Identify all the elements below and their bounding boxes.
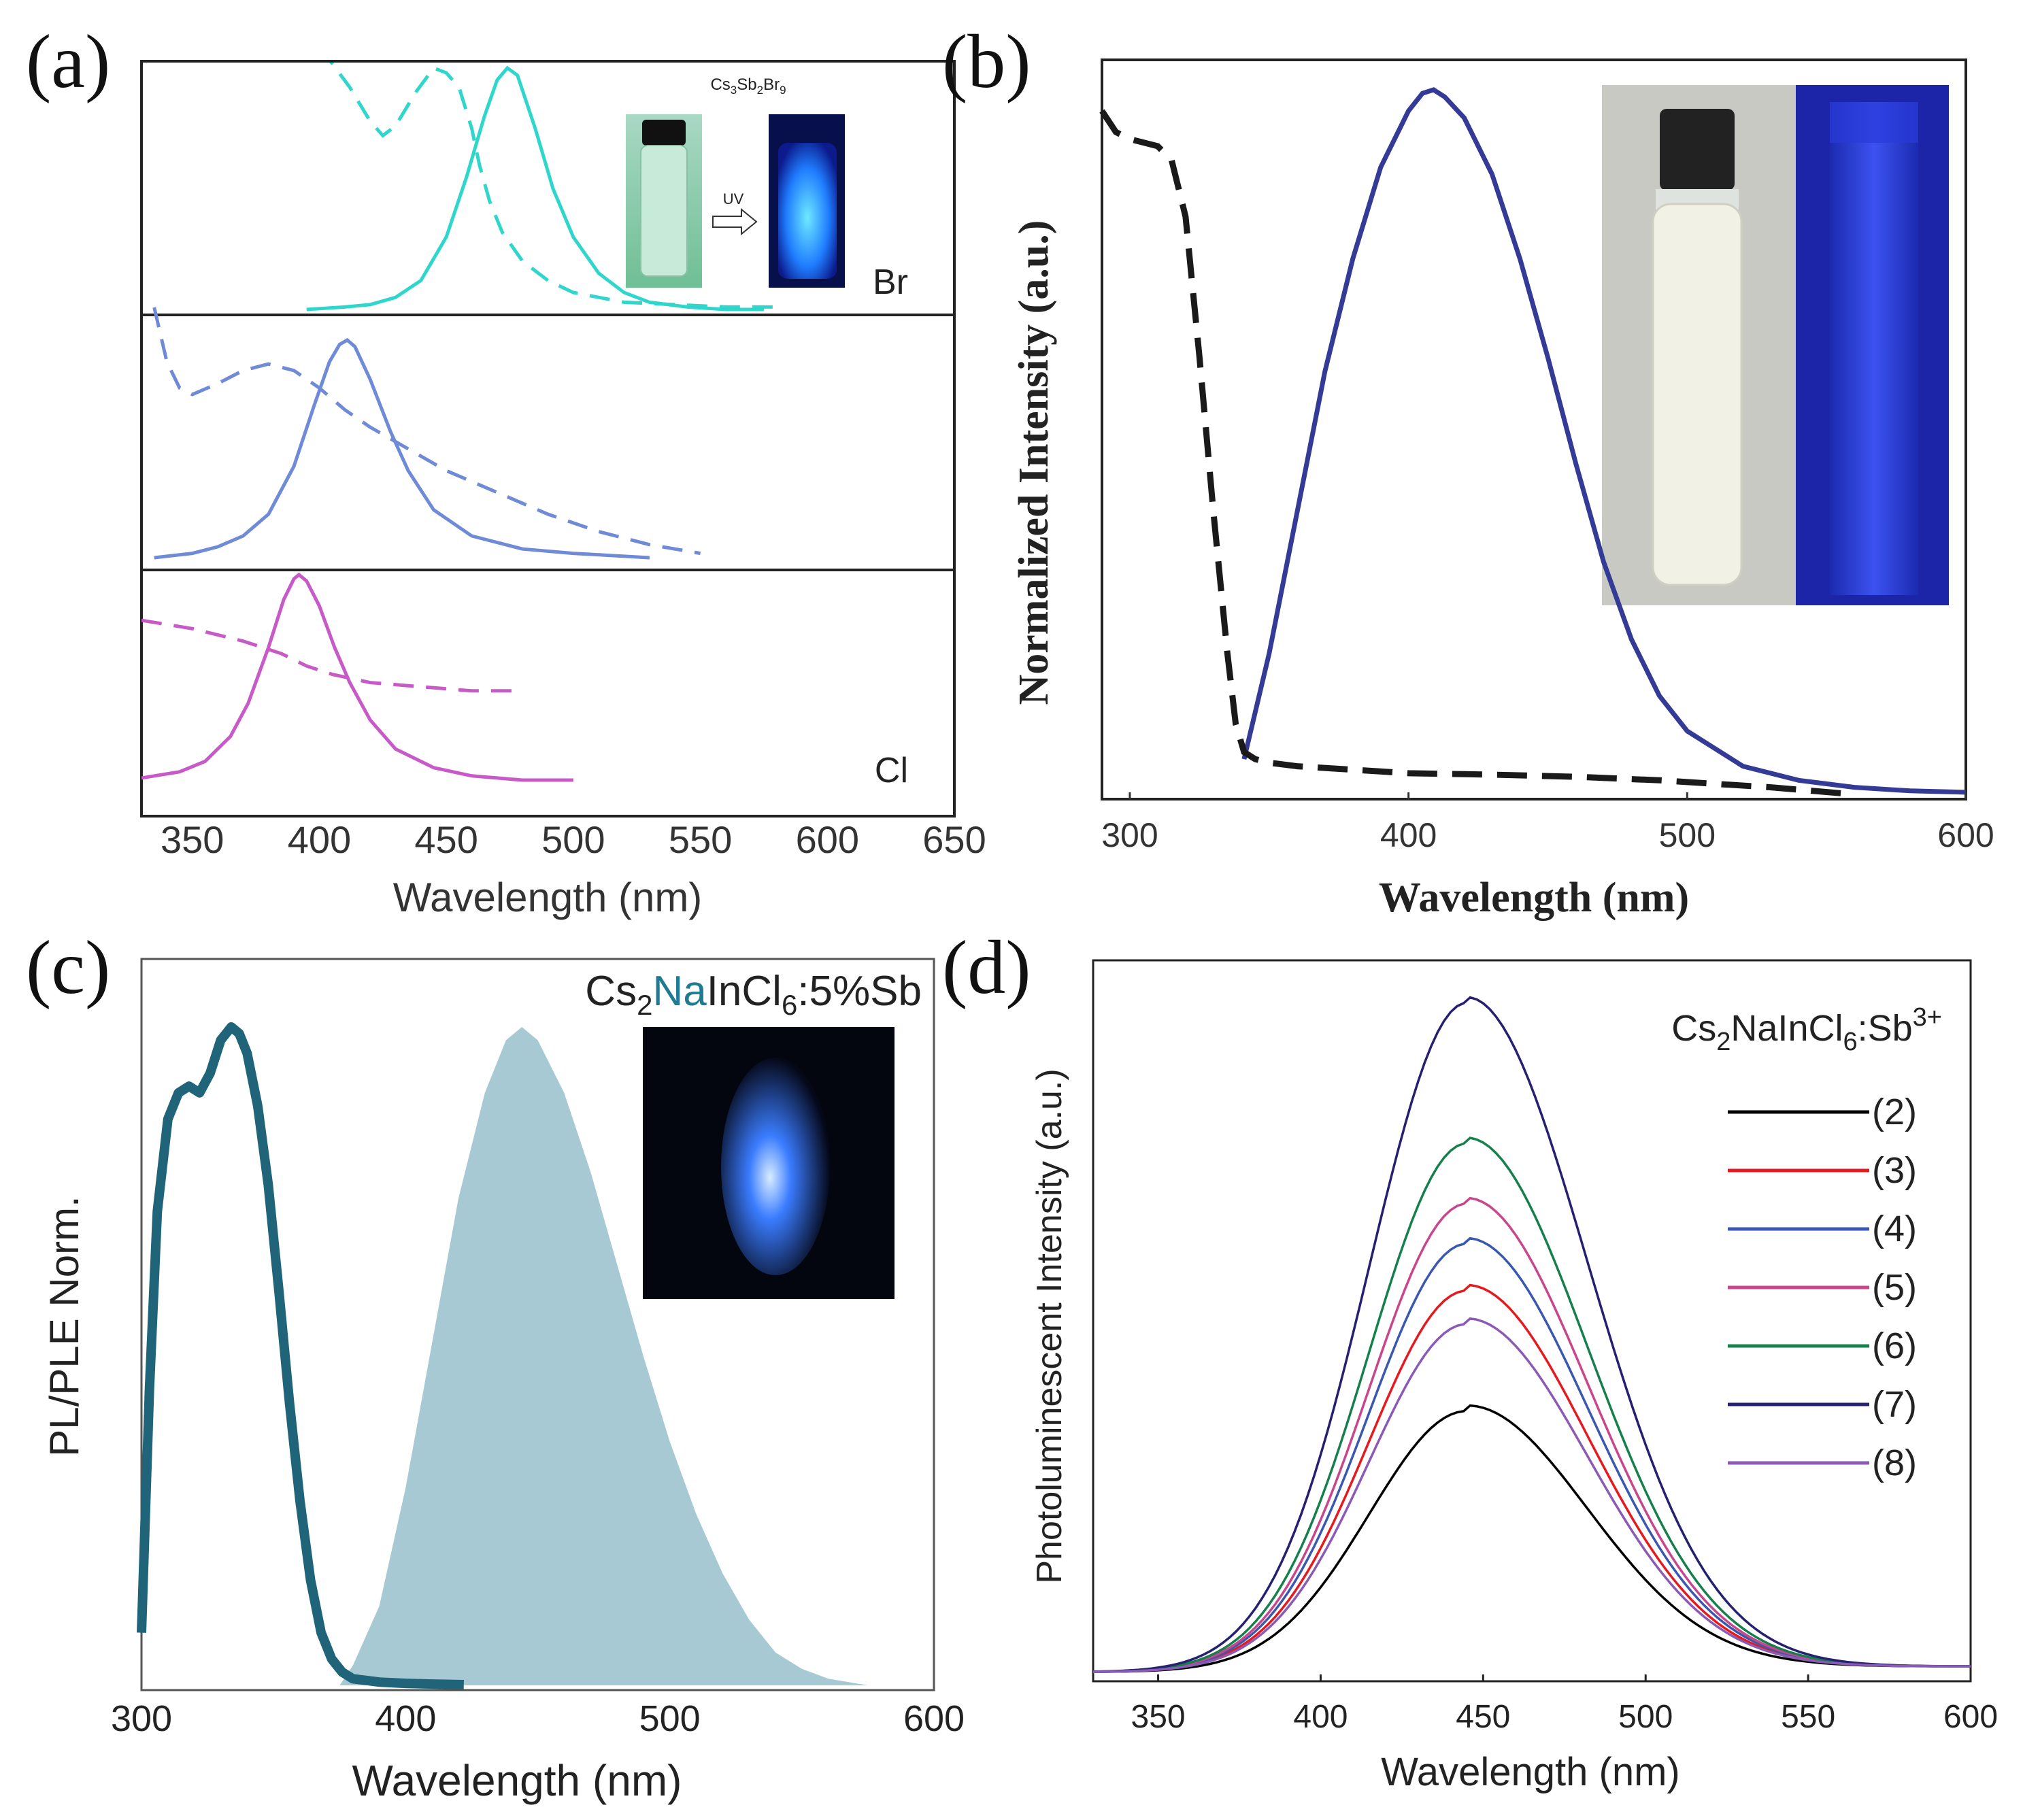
inset-cuvette xyxy=(1830,102,1918,595)
panel-b-ticks: 300 400 500 600 xyxy=(1101,792,1994,854)
panel-b-xlabel: Wavelength (nm) xyxy=(1379,875,1689,921)
legend-label: (6) xyxy=(1872,1326,1917,1366)
panel-d-series-line xyxy=(1092,996,1971,1673)
panel-a-curves xyxy=(141,63,777,782)
panel-a-inset-formula: Cs3Sb2Br9 xyxy=(710,75,786,97)
panel-d: (d) 350 400 450 500 550 600 (2) (3) (4) (5) (6) (7… xyxy=(942,926,1998,1794)
panel-b: (b) 300 400 500 600 Wavelength (nm) Normali… xyxy=(942,20,1994,921)
panel-c-inset xyxy=(643,1027,895,1299)
panel-a-tick-label: 550 xyxy=(669,818,732,861)
panel-b-tick-label: 500 xyxy=(1659,816,1716,854)
panel-a-label: (a) xyxy=(26,20,110,104)
panel-d-title: Cs2NaInCl6:Sb3+ xyxy=(1671,1003,1942,1056)
panel-a-ticks: 350 400 450 500 550 600 650 xyxy=(161,818,986,861)
panel-c-tick-label: 500 xyxy=(639,1698,701,1739)
panel-d-frame xyxy=(1092,959,1972,1683)
panel-d-tick-label: 450 xyxy=(1456,1699,1510,1735)
panel-d-series-line xyxy=(1092,1283,1971,1673)
panel-a-xlabel: Wavelength (nm) xyxy=(393,875,703,920)
inset-vial-body xyxy=(1652,203,1743,586)
panel-a-cl-pl-line xyxy=(141,572,573,782)
panel-d-ylabel: Photoluminescent Intensity (a.u.) xyxy=(1030,1068,1069,1583)
panel-b-tick-label: 400 xyxy=(1380,816,1437,854)
legend-label: (8) xyxy=(1872,1443,1917,1483)
panel-d-series-line xyxy=(1092,1136,1971,1673)
panel-d-tick-label: 600 xyxy=(1943,1699,1998,1735)
inset-vial-after-glow xyxy=(778,143,837,279)
panel-b-curves xyxy=(1099,87,1967,798)
panel-a-tick-label: 500 xyxy=(541,818,605,861)
panel-b-pl-line xyxy=(1241,87,1967,795)
uv-arrow-icon xyxy=(712,207,758,236)
panel-c-curves xyxy=(137,1022,868,1689)
panel-b-inset xyxy=(1602,85,1949,605)
panel-a-frame xyxy=(140,60,956,818)
panel-b-label: (b) xyxy=(942,20,1031,104)
legend-label: (7) xyxy=(1872,1384,1917,1425)
panel-b-absorption-line xyxy=(1099,109,1855,798)
panel-a-br-cl-pl-line xyxy=(154,337,650,560)
inset-vial-cap xyxy=(1660,109,1735,190)
panel-a-inset: Cs3Sb2Br9 UV xyxy=(626,75,845,288)
panel-c-tick-label: 300 xyxy=(111,1698,172,1739)
panel-a-sub-label-cl: Cl xyxy=(875,751,908,790)
panel-d-tick-label: 350 xyxy=(1131,1699,1186,1735)
panel-c-tick-label: 600 xyxy=(903,1698,965,1739)
uv-arrow-label: UV xyxy=(723,190,744,207)
panel-a-tick-label: 600 xyxy=(796,818,859,861)
inset-cuvette-rim xyxy=(1830,102,1918,143)
panel-a-sub-label-br: Br xyxy=(873,263,908,302)
panel-b-frame xyxy=(1101,58,1967,801)
panel-c-xlabel: Wavelength (nm) xyxy=(352,1756,682,1805)
panel-a: (a) 350 400 450 500 550 600 650 Wavelength (nm… xyxy=(26,20,986,920)
panel-d-tick-label: 400 xyxy=(1293,1699,1348,1735)
panel-c-label: (c) xyxy=(26,926,110,1010)
panel-a-br-ple-line xyxy=(329,63,777,309)
panel-d-tick-label: 550 xyxy=(1781,1699,1835,1735)
panel-a-br-pl-line xyxy=(306,65,764,311)
panel-b-ylabel: Normalized Intensity (a.u.) xyxy=(1011,220,1057,705)
panel-c-frame xyxy=(140,958,935,1691)
inset-vial-before-glass xyxy=(640,145,688,277)
panel-d-label: (d) xyxy=(942,926,1031,1010)
panel-d-series-line xyxy=(1092,1404,1971,1673)
panel-d-series-line xyxy=(1092,1317,1971,1673)
panel-a-tick-label: 650 xyxy=(922,818,986,861)
panel-d-xlabel: Wavelength (nm) xyxy=(1381,1750,1679,1794)
panel-c: (c) 300 400 500 600 Cs2NaInCl6:5%Sb Wavelen… xyxy=(26,926,965,1805)
panel-c-pl-area xyxy=(339,1027,868,1685)
panel-b-tick-label: 600 xyxy=(1937,816,1994,854)
legend-label: (3) xyxy=(1872,1150,1917,1191)
panel-c-ticks: 300 400 500 600 xyxy=(111,1698,965,1739)
panel-d-curves xyxy=(1092,996,1971,1673)
panel-b-tick-label: 300 xyxy=(1101,816,1158,854)
panel-a-cl-ple-line xyxy=(141,618,523,693)
inset-vial-before-cap xyxy=(642,120,686,146)
panel-a-br-cl-ple-line xyxy=(152,307,701,556)
panel-a-tick-label: 450 xyxy=(414,818,478,861)
legend-label: (2) xyxy=(1872,1092,1917,1132)
panel-d-legend: (2) (3) (4) (5) (6) (7) (8) xyxy=(1728,1092,1917,1483)
legend-label: (4) xyxy=(1872,1209,1917,1249)
inset-crystal-glow xyxy=(721,1058,830,1275)
panel-d-series-line xyxy=(1092,1196,1971,1673)
panel-d-ticks: 350 400 450 500 550 600 xyxy=(1131,1674,1998,1735)
panel-c-tick-label: 400 xyxy=(375,1698,436,1739)
panel-a-tick-label: 400 xyxy=(288,818,351,861)
panel-a-tick-label: 350 xyxy=(161,818,224,861)
legend-label: (5) xyxy=(1872,1267,1917,1308)
panel-c-ple-line xyxy=(137,1022,464,1689)
panel-d-tick-label: 500 xyxy=(1618,1699,1673,1735)
panel-c-title: Cs2NaInCl6:5%Sb xyxy=(585,968,922,1021)
panel-c-ylabel: PL/PLE Norm. xyxy=(41,1196,87,1456)
panel-d-series-line xyxy=(1092,1236,1971,1673)
